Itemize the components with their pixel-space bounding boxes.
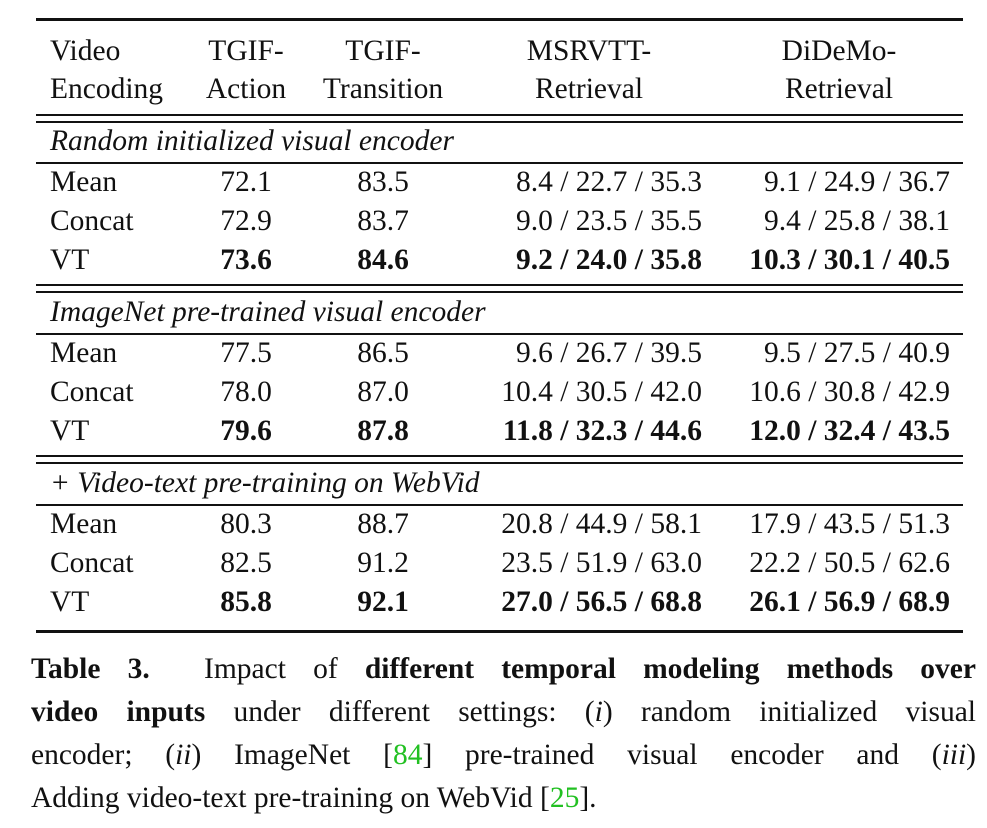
caption-line: Adding video-text pre-training on WebVid… xyxy=(31,777,976,820)
row-msrvtt: 9.0 / 23.5 / 35.5 xyxy=(515,205,702,237)
caption-roman-numeral: ii xyxy=(175,739,192,771)
row-msrvtt: 10.4 / 30.5 / 42.0 xyxy=(501,376,702,408)
row-msrvtt: 9.6 / 26.7 / 39.5 xyxy=(515,337,702,369)
row-msrvtt: 27.0 / 56.5 / 68.8 xyxy=(501,586,702,618)
row-method: Concat xyxy=(50,205,134,237)
caption-roman-numeral: i xyxy=(594,696,603,728)
row-method: Concat xyxy=(50,547,134,579)
caption-bold-phrase: video inputs xyxy=(31,696,206,728)
row-tgif-action: 78.0 xyxy=(220,376,272,408)
row-msrvtt: 11.8 / 32.3 / 44.6 xyxy=(502,415,702,447)
table-caption: Table 3. Impact of different temporal mo… xyxy=(31,648,976,820)
row-tgif-action: 79.6 xyxy=(220,415,272,447)
row-tgif-action: 85.8 xyxy=(220,586,272,618)
caption-text: Adding video-text pre-training on WebVid… xyxy=(31,782,550,814)
group-title-rule xyxy=(36,333,963,335)
row-tgif-action: 77.5 xyxy=(220,337,272,369)
group-title: + Video-text pre-training on WebVid xyxy=(50,467,480,499)
row-tgif-transition: 88.7 xyxy=(357,508,409,540)
group-title: ImageNet pre-trained visual encoder xyxy=(50,296,486,328)
row-method: Mean xyxy=(50,508,118,540)
header-tgif-action-line2: Action xyxy=(205,73,287,105)
row-tgif-action: 72.1 xyxy=(220,166,272,198)
table-bottom-rule xyxy=(36,630,963,633)
row-tgif-transition: 83.5 xyxy=(357,166,409,198)
row-msrvtt: 8.4 / 22.7 / 35.3 xyxy=(515,166,702,198)
caption-text: under different settings: ( xyxy=(233,696,595,728)
row-method: Mean xyxy=(50,337,118,369)
row-method: VT xyxy=(50,586,90,618)
header-msrvtt-line1: MSRVTT- xyxy=(526,35,652,67)
row-didemo: 10.3 / 30.1 / 40.5 xyxy=(749,244,950,276)
row-method: Mean xyxy=(50,166,118,198)
row-msrvtt: 20.8 / 44.9 / 58.1 xyxy=(501,508,702,540)
group-rule-lower xyxy=(36,291,963,293)
header-video-encoding-line1: Video xyxy=(50,35,121,67)
caption-label: Table 3. xyxy=(31,653,150,685)
caption-text: ]. xyxy=(579,782,597,814)
header-didemo-line1: DiDeMo- xyxy=(781,35,897,67)
caption-line: video inputs under different settings: (… xyxy=(31,691,976,734)
row-tgif-action: 73.6 xyxy=(220,244,272,276)
group-title: Random initialized visual encoder xyxy=(50,125,454,157)
row-tgif-transition: 86.5 xyxy=(357,337,409,369)
group-rule-lower xyxy=(36,462,963,464)
row-tgif-action: 80.3 xyxy=(220,508,272,540)
row-tgif-transition: 84.6 xyxy=(357,244,409,276)
header-video-encoding-line2: Encoding xyxy=(50,73,164,105)
group-rule-upper xyxy=(36,455,963,457)
row-tgif-transition: 91.2 xyxy=(357,547,409,579)
caption-text: encoder; ( xyxy=(31,739,176,771)
caption-line: Table 3. Impact of different temporal mo… xyxy=(31,648,976,691)
group-title-rule xyxy=(36,162,963,164)
row-msrvtt: 23.5 / 51.9 / 63.0 xyxy=(501,547,702,579)
row-didemo: 9.5 / 27.5 / 40.9 xyxy=(763,337,950,369)
caption-text: ) random initialized visual xyxy=(602,696,976,728)
header-tgif-transition-line1: TGIF- xyxy=(345,35,421,67)
caption-text: ) xyxy=(966,739,976,771)
row-tgif-transition: 92.1 xyxy=(357,586,409,618)
header-rule-upper xyxy=(36,114,963,116)
row-method: VT xyxy=(50,415,90,447)
caption-bold-phrase: different temporal modeling methods over xyxy=(364,653,976,685)
row-tgif-transition: 83.7 xyxy=(357,205,409,237)
row-tgif-transition: 87.0 xyxy=(357,376,409,408)
row-didemo: 9.4 / 25.8 / 38.1 xyxy=(763,205,950,237)
header-tgif-transition-line2: Transition xyxy=(322,73,444,105)
row-tgif-action: 72.9 xyxy=(220,205,272,237)
header-rule-lower xyxy=(36,121,963,123)
row-method: VT xyxy=(50,244,90,276)
row-didemo: 17.9 / 43.5 / 51.3 xyxy=(749,508,950,540)
table-top-rule xyxy=(36,18,963,21)
header-msrvtt-line2: Retrieval xyxy=(534,73,644,105)
citation-link[interactable]: 25 xyxy=(549,782,580,814)
row-tgif-action: 82.5 xyxy=(220,547,272,579)
row-tgif-transition: 87.8 xyxy=(357,415,409,447)
row-method: Concat xyxy=(50,376,134,408)
caption-text: ) ImageNet [ xyxy=(191,739,393,771)
row-didemo: 12.0 / 32.4 / 43.5 xyxy=(749,415,950,447)
row-didemo: 10.6 / 30.8 / 42.9 xyxy=(749,376,950,408)
caption-lead: Impact of xyxy=(204,653,338,685)
group-rule-upper xyxy=(36,284,963,286)
header-tgif-action-line1: TGIF- xyxy=(208,35,284,67)
row-didemo: 22.2 / 50.5 / 62.6 xyxy=(749,547,950,579)
row-didemo: 26.1 / 56.9 / 68.9 xyxy=(749,586,950,618)
row-msrvtt: 9.2 / 24.0 / 35.8 xyxy=(515,244,702,276)
caption-text: ] pre-trained visual encoder and ( xyxy=(422,739,942,771)
caption-roman-numeral: iii xyxy=(941,739,967,771)
row-didemo: 9.1 / 24.9 / 36.7 xyxy=(763,166,950,198)
header-didemo-line2: Retrieval xyxy=(784,73,894,105)
caption-line: encoder; (ii) ImageNet [84] pre-trained … xyxy=(31,734,976,777)
citation-link[interactable]: 84 xyxy=(392,739,423,771)
group-title-rule xyxy=(36,504,963,506)
